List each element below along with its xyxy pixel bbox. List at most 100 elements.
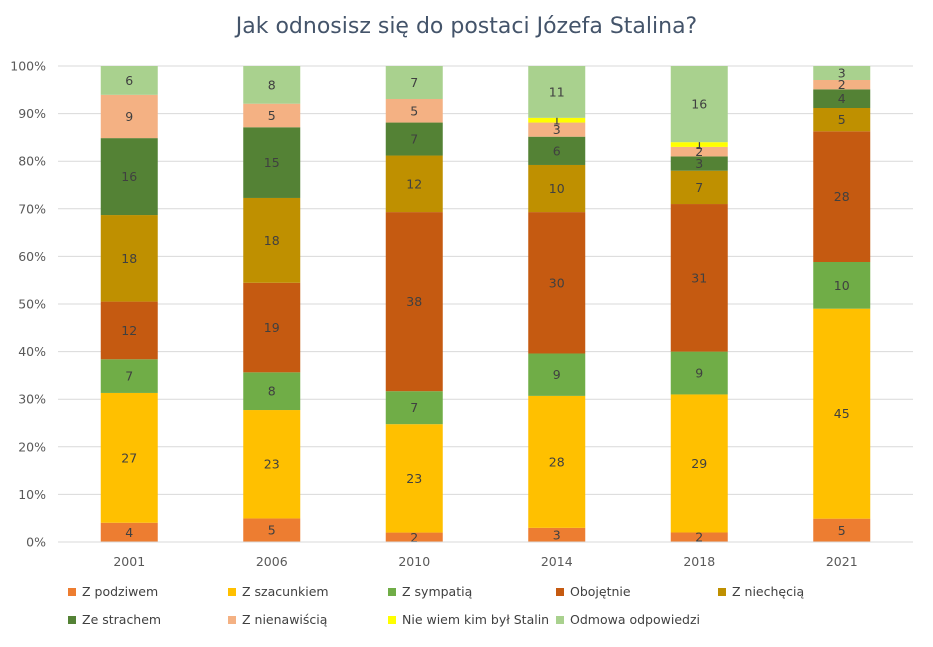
data-label: 4	[125, 525, 133, 540]
bar-segment	[243, 518, 301, 542]
data-label: 6	[553, 143, 561, 158]
data-label: 16	[121, 169, 137, 184]
y-tick-label: 90%	[18, 106, 46, 121]
data-label: 7	[695, 180, 703, 195]
data-label: 2	[695, 144, 703, 159]
legend-label: Odmowa odpowiedzi	[570, 612, 700, 627]
legend-item: Z podziwem	[68, 584, 158, 599]
bar-segment	[528, 212, 586, 354]
bar-segment	[100, 215, 158, 302]
bar-segment	[670, 142, 728, 147]
legend-item: Z niechęcią	[718, 584, 804, 599]
x-tick-label: 2018	[683, 554, 715, 569]
bar-segment	[528, 164, 586, 213]
x-tick-label: 2010	[398, 554, 430, 569]
y-tick-label: 60%	[18, 249, 46, 264]
data-label: 27	[121, 450, 137, 465]
data-label: 5	[838, 112, 846, 127]
y-tick-label: 50%	[18, 297, 46, 312]
data-label: 23	[264, 457, 280, 472]
bar-segment	[813, 89, 871, 108]
data-label: 2	[695, 530, 703, 545]
bar-segment	[670, 351, 728, 395]
data-label: 9	[695, 366, 703, 381]
data-label: 4	[838, 91, 846, 106]
data-label: 15	[264, 155, 280, 170]
data-label: 3	[553, 122, 561, 137]
data-label: 6	[125, 73, 133, 88]
data-label: 10	[549, 181, 565, 196]
data-label: 2	[838, 77, 846, 92]
legend-item: Z sympatią	[388, 584, 472, 599]
x-tick-label: 2006	[256, 554, 288, 569]
bar-segment	[528, 122, 586, 137]
bar-segment	[100, 66, 158, 95]
data-label: 5	[268, 523, 276, 538]
bar-segment	[243, 66, 301, 104]
bar-segment	[243, 103, 301, 128]
y-tick-label: 40%	[18, 344, 46, 359]
data-label: 5	[838, 523, 846, 538]
data-label: 16	[691, 97, 707, 112]
bar-segment	[385, 66, 443, 99]
legend-item: Odmowa odpowiedzi	[556, 612, 700, 627]
bar-segment	[813, 308, 871, 519]
legend-label: Ze strachem	[82, 612, 162, 627]
stacked-bar-chart: 0%10%20%30%40%50%60%70%80%90%100%4277121…	[10, 59, 913, 569]
legend-swatch	[556, 587, 564, 596]
data-label: 12	[406, 176, 422, 191]
data-label: 9	[125, 109, 133, 124]
bar-segment	[243, 410, 301, 519]
legend-label: Obojętnie	[570, 584, 631, 599]
bar-segment	[385, 212, 443, 392]
bar-segment	[100, 359, 158, 393]
legend-label: Z szacunkiem	[242, 584, 329, 599]
bar-segment	[813, 518, 871, 542]
data-label: 38	[406, 294, 422, 309]
legend-swatch	[68, 587, 76, 596]
bar-segment	[670, 156, 728, 171]
bar-segment	[385, 98, 443, 123]
data-label: 18	[264, 233, 280, 248]
data-label: 7	[410, 400, 418, 415]
bar-segment	[528, 395, 586, 528]
bar-segment	[100, 522, 158, 542]
legend-item: Z nienawiścią	[228, 612, 327, 627]
y-tick-label: 10%	[18, 487, 46, 502]
y-tick-label: 0%	[26, 535, 46, 550]
bar-segment	[385, 532, 443, 542]
legend-label: Nie wiem kim był Stalin	[402, 612, 550, 627]
bar-segment	[813, 108, 871, 132]
data-label: 30	[549, 275, 565, 290]
data-label: 7	[410, 75, 418, 90]
bar-segment	[243, 372, 301, 411]
data-label: 7	[125, 369, 133, 384]
data-label: 12	[121, 323, 137, 338]
bar-segment	[813, 80, 871, 90]
bar-segment	[813, 66, 871, 80]
data-label: 3	[695, 156, 703, 171]
bar-segment	[385, 391, 443, 425]
bar-segment	[100, 301, 158, 360]
data-label: 9	[553, 367, 561, 382]
x-tick-label: 2014	[541, 554, 573, 569]
data-label: 5	[268, 108, 276, 123]
legend-swatch	[228, 615, 236, 624]
bar-segment	[670, 146, 728, 157]
bar-segment	[528, 136, 586, 165]
data-label: 18	[121, 251, 137, 266]
bar-segment	[670, 532, 728, 542]
data-label: 8	[268, 77, 276, 92]
bar-segment	[670, 394, 728, 533]
bar-segment	[385, 155, 443, 213]
legend-item: Obojętnie	[556, 584, 631, 599]
bar-segment	[385, 424, 443, 533]
data-label: 23	[406, 471, 422, 486]
data-label: 7	[410, 132, 418, 147]
legend-label: Z nienawiścią	[242, 612, 328, 627]
bar-segment	[243, 197, 301, 283]
data-label: 2	[410, 530, 418, 545]
data-label: 10	[834, 278, 850, 293]
data-label: 8	[268, 384, 276, 399]
